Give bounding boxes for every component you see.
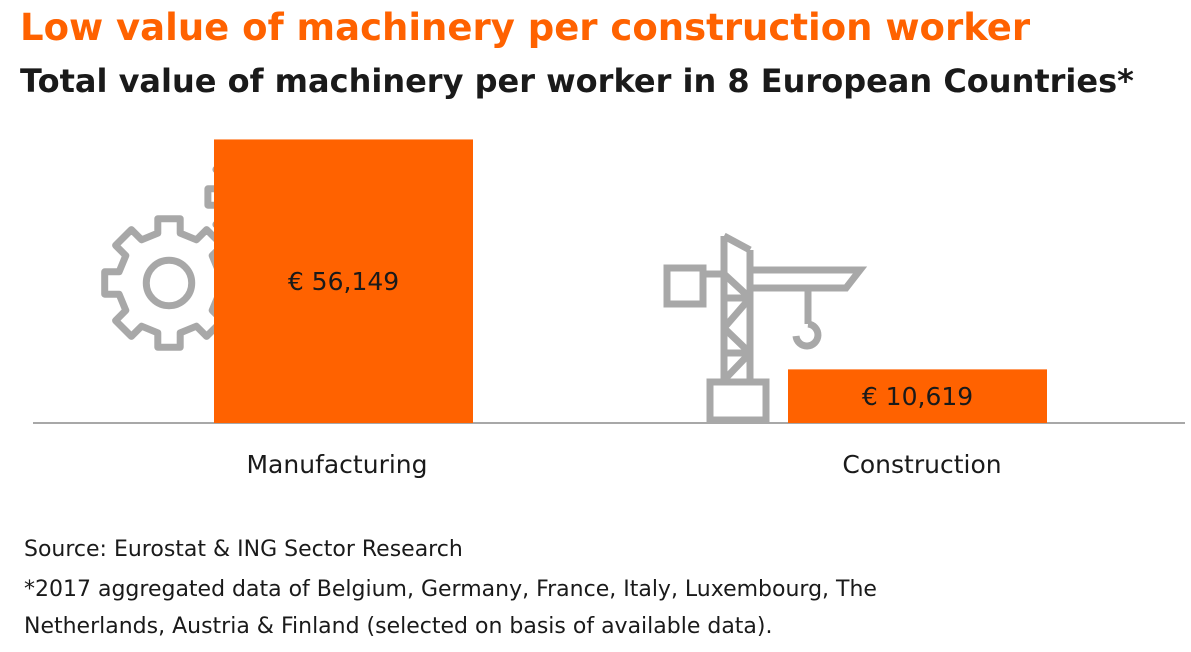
data-label-manufacturing: € 56,149	[288, 267, 399, 296]
bar-construction	[788, 369, 1047, 423]
chart-title: Low value of machinery per construction …	[20, 6, 1031, 49]
data-label-construction: € 10,619	[862, 382, 973, 411]
footnote-line-1: *2017 aggregated data of Belgium, German…	[24, 577, 877, 602]
bar-chart: € 56,149 Manufacturing € 10,619 Constructio…	[33, 139, 1185, 479]
source-note: Source: Eurostat & ING Sector Research	[24, 537, 463, 562]
bar-manufacturing	[214, 139, 473, 423]
large-gear-icon	[101, 215, 237, 351]
footnote-line-2: Netherlands, Austria & Finland (selected…	[24, 614, 773, 639]
category-label-construction: Construction	[842, 450, 1001, 479]
chart-subtitle: Total value of machinery per worker in 8…	[20, 62, 1134, 100]
crane-icon	[663, 232, 868, 424]
category-label-manufacturing: Manufacturing	[246, 450, 427, 479]
